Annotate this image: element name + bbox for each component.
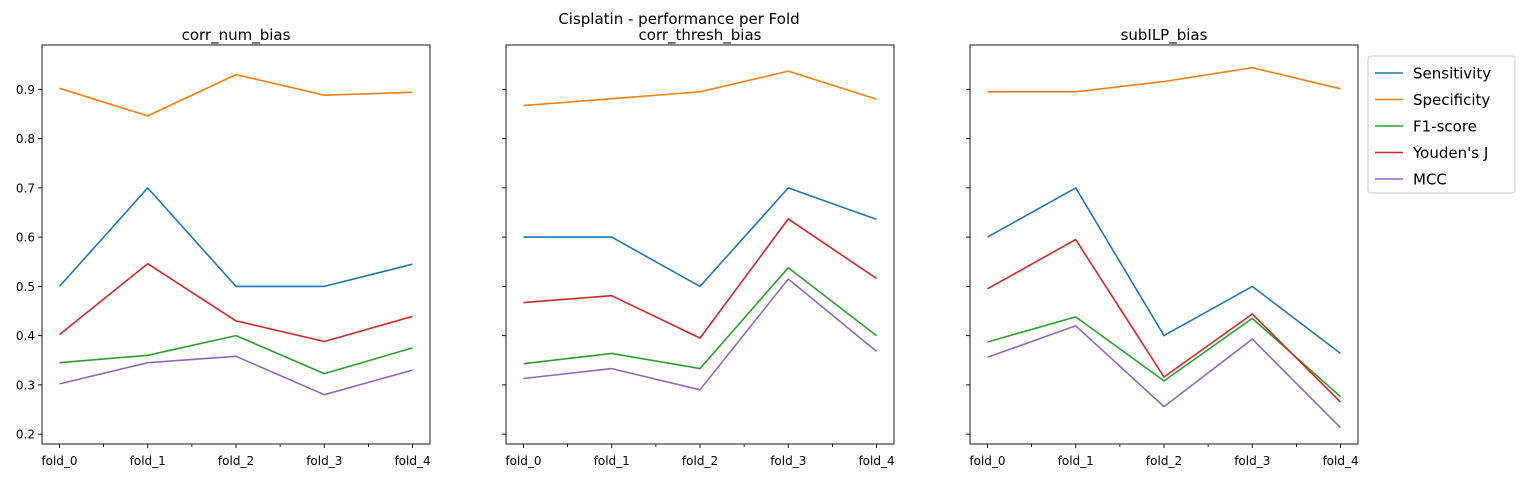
y-tick-label: 0.4 xyxy=(16,329,35,343)
x-tick-label: fold_3 xyxy=(306,454,342,468)
y-tick-label: 0.5 xyxy=(16,280,35,294)
series-line-mcc xyxy=(523,278,878,391)
series-line-f1-score xyxy=(987,316,1342,398)
y-tick-label: 0.2 xyxy=(16,428,35,442)
axes-frame xyxy=(41,44,431,445)
series-line-youden-s-j xyxy=(58,262,413,343)
y-tick-label: 0.3 xyxy=(16,378,35,392)
x-tick-label: fold_2 xyxy=(218,454,254,468)
series-line-youden-s-j xyxy=(987,238,1342,403)
legend-label: Specificity xyxy=(1413,91,1490,109)
figure-suptitle: Cisplatin - performance per Fold xyxy=(558,10,799,28)
x-tick-label: fold_2 xyxy=(682,454,718,468)
x-tick-label: fold_2 xyxy=(1146,454,1182,468)
y-tick-label: 0.8 xyxy=(16,132,35,146)
series-line-sensitivity xyxy=(987,187,1341,355)
legend-label: Youden's J xyxy=(1412,144,1488,162)
legend-box xyxy=(1367,55,1516,194)
subplot-corr_thresh_bias: fold_0 fold_1 fold_2 fold_3 fold_4 corr_thres… xyxy=(502,26,895,468)
x-tick-label: fold_4 xyxy=(1322,454,1358,468)
legend: Sensitivity Specificity F1-score Youden's J… xyxy=(1367,55,1516,194)
subplot-title: subILP_bias xyxy=(1121,26,1208,45)
x-tick-label: fold_1 xyxy=(1058,454,1094,468)
subplot-title: corr_thresh_bias xyxy=(639,26,762,45)
x-tick-label: fold_1 xyxy=(130,454,166,468)
x-tick-label: fold_0 xyxy=(969,454,1005,468)
y-tick-label: 0.7 xyxy=(16,181,35,195)
x-tick-label: fold_0 xyxy=(505,454,541,468)
x-tick-label: fold_4 xyxy=(858,454,894,468)
series-line-specificity xyxy=(59,73,413,117)
y-tick-label: 0.6 xyxy=(16,231,35,245)
axes-frame xyxy=(505,44,895,445)
series-line-specificity xyxy=(987,66,1341,93)
series-line-mcc xyxy=(59,355,413,396)
subplot-title: corr_num_bias xyxy=(182,26,291,45)
subplot-subILP_bias: fold_0 fold_1 fold_2 fold_3 fold_4 subILP_bia… xyxy=(966,26,1359,468)
x-tick-label: fold_3 xyxy=(1234,454,1270,468)
series-line-mcc xyxy=(987,324,1342,429)
series-line-sensitivity xyxy=(523,187,877,288)
axes-frame xyxy=(969,44,1359,445)
x-tick-label: fold_3 xyxy=(770,454,806,468)
subplot-corr_num_bias: fold_0 fold_1 fold_2 fold_3 fold_4 0.2 0.3 0.4 0… xyxy=(16,26,431,468)
series-line-f1-score xyxy=(523,266,877,370)
series-line-youden-s-j xyxy=(523,218,877,339)
series-line-sensitivity xyxy=(58,187,413,288)
x-tick-label: fold_4 xyxy=(394,454,430,468)
y-tick-label: 0.9 xyxy=(16,83,35,97)
x-tick-label: fold_0 xyxy=(41,454,77,468)
series-line-f1-score xyxy=(59,334,413,375)
legend-label: Sensitivity xyxy=(1413,65,1491,83)
legend-label: MCC xyxy=(1413,171,1447,189)
x-tick-label: fold_1 xyxy=(594,454,630,468)
legend-label: F1-score xyxy=(1413,118,1477,136)
series-line-specificity xyxy=(523,70,877,107)
subplot-grid: fold_0 fold_1 fold_2 fold_3 fold_4 0.2 0.3 0.4 0… xyxy=(16,26,1359,468)
